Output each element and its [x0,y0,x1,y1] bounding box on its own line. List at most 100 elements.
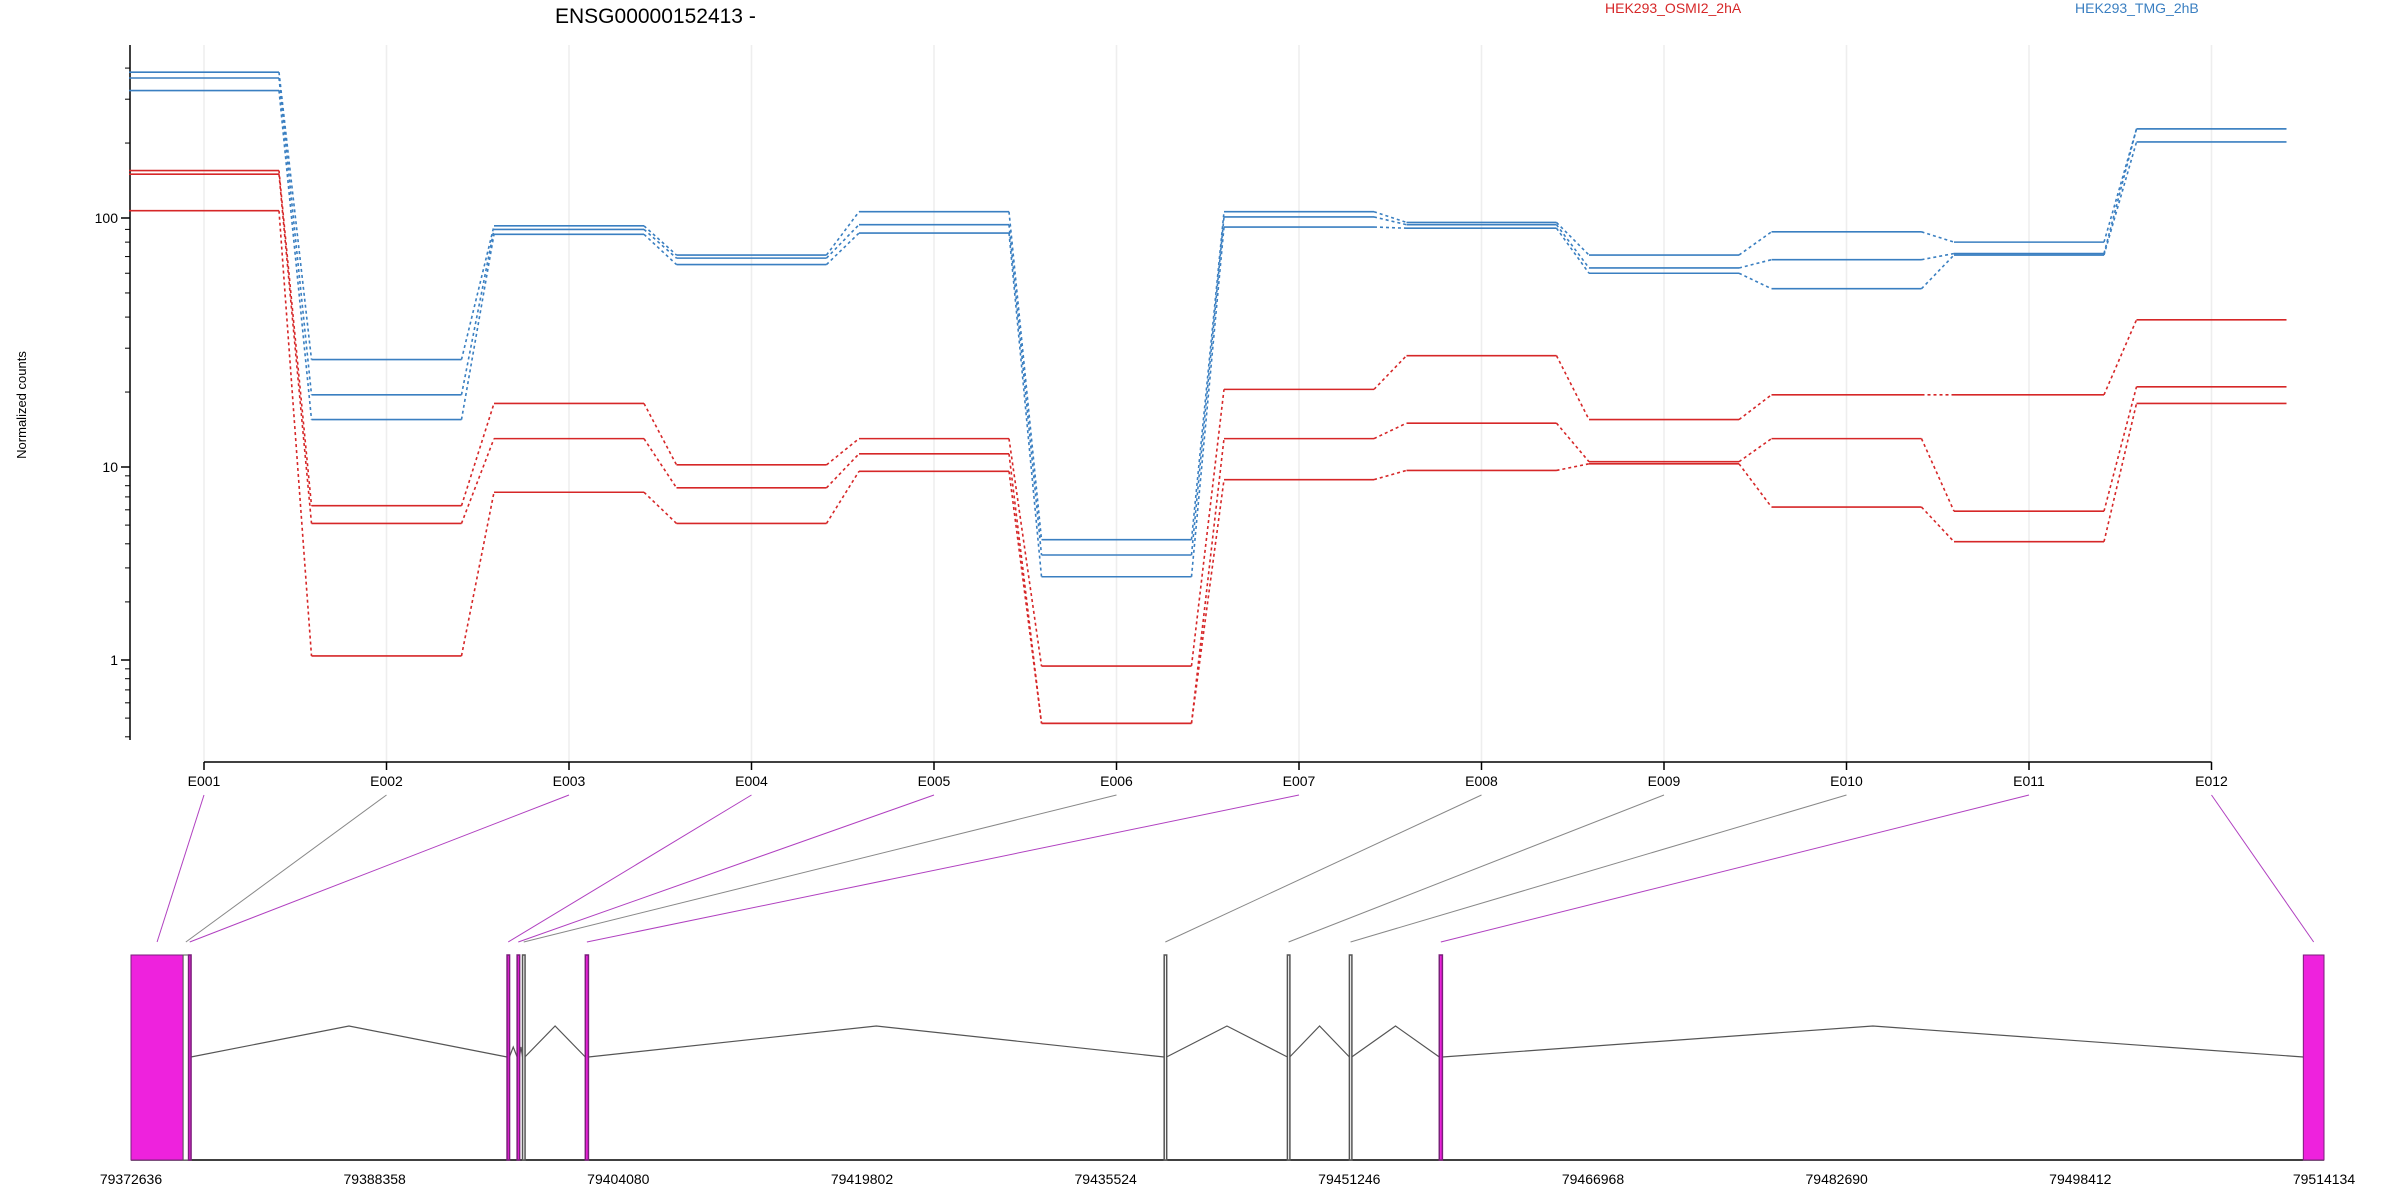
exon-box [1348,954,1353,1161]
series-connector [2103,141,2138,256]
series-connector [1738,394,1772,421]
legend: HEK293_OSMI2_2hA HEK293_TMG_2hB [1605,0,2199,16]
exon-connector [1165,794,1482,943]
genome-tick-label: 79514134 [2293,1171,2356,1187]
series-connector [643,225,678,256]
legend-label-osmi: HEK293_OSMI2_2hA [1605,0,1742,16]
series-connector [1373,355,1408,390]
series-connector [643,228,678,259]
series-connector [278,77,313,395]
exon-box [506,954,511,1161]
gene-model: 79372636 79388358 79404080 79419802 79435524… [100,954,2356,1187]
exon-connector [1288,794,1665,943]
exon-box [130,954,184,1161]
exon-connector [1440,794,2030,943]
intron-line [1289,1025,1350,1058]
series-connector [460,492,495,657]
series-6 [129,89,2287,578]
genome-tick-label: 79466968 [1562,1171,1625,1187]
series-3 [129,209,2287,725]
series-connector [1555,422,1590,463]
x-tick-label: E011 [2013,773,2045,789]
exon-connector [1350,794,1847,943]
series-connector [278,174,313,524]
genome-tick-label: 79498412 [2049,1171,2112,1187]
series-connector [1738,437,1772,463]
series-connector [825,224,860,259]
series-connector [1008,438,1043,667]
exon-box [182,954,190,1161]
exon-connector [523,794,1117,943]
intron-line [508,1045,518,1058]
series-connector [1920,438,1955,512]
x-tick-label: E006 [1100,773,1133,789]
intron-line [588,1025,1165,1058]
series-connector [2103,319,2138,396]
intron-line [1166,1025,1288,1058]
series-connector [643,233,678,266]
intron-line [190,1025,508,1058]
series-connector [1190,226,1225,577]
exon-box [187,954,192,1161]
series-connector [1738,231,1772,256]
x-tick-label: E009 [1648,773,1681,789]
series-connector [460,234,495,420]
series-connector [1555,221,1590,256]
series-connector [1008,224,1043,556]
series-connector [460,229,495,395]
series-connector [825,470,860,524]
exon-box [2302,954,2325,1161]
x-tick-label: E010 [1830,773,1863,789]
series-connector [643,491,678,525]
intron-line [1442,1025,2304,1058]
series-connector [278,170,313,506]
series-connector [1008,211,1043,540]
grid [203,45,2213,762]
legend-label-tmg: HEK293_TMG_2hB [2075,0,2199,16]
y-axis-label: Normalized counts [14,351,29,459]
x-tick-label: E007 [1283,773,1316,789]
series-connector [643,438,678,489]
exon-box [1163,954,1168,1161]
series-connector [1190,389,1225,667]
genome-tick-label: 79372636 [100,1171,163,1187]
plot-series [129,71,2287,725]
series-connector [1920,254,1955,290]
genome-tick-label: 79404080 [587,1171,650,1187]
y-tick-label: 10 [102,459,118,475]
genome-tick-label: 79451246 [1318,1171,1381,1187]
series-connector [1190,479,1225,724]
intron-line [524,1025,586,1058]
series-1 [129,169,2287,667]
exon-connector [586,794,1300,943]
exon-connectors [156,794,2315,943]
x-tick-label: E008 [1465,773,1498,789]
series-connector [1190,216,1225,556]
series-5 [129,77,2287,556]
exon-box [521,954,526,1161]
x-tick-label: E001 [188,773,221,789]
x-tick-label: E003 [553,773,586,789]
genome-tick-label: 79482690 [1806,1171,1869,1187]
axes: 1 10 100 E001 E002 E003 E004 E005 E006 E007 E008 E0… [95,45,2228,789]
exon-box [584,954,590,1161]
y-tick-label: 100 [95,210,119,226]
series-2 [129,173,2287,725]
series-connector [460,225,495,360]
x-tick-label: E012 [2195,773,2228,789]
series-connector [825,438,860,466]
x-tick-label: E004 [735,773,768,789]
genome-tick-label: 79388358 [344,1171,407,1187]
exon-connector [189,794,570,943]
series-connector [825,453,860,489]
series-connector [278,210,313,656]
x-tick-label: E002 [370,773,403,789]
series-connector [1920,506,1955,543]
genome-tick-label: 79419802 [831,1171,894,1187]
series-connector [278,90,313,420]
exon-connector [156,794,205,943]
exon-box [1438,954,1444,1161]
series-connector [1190,211,1225,540]
y-tick-label: 1 [110,652,118,668]
